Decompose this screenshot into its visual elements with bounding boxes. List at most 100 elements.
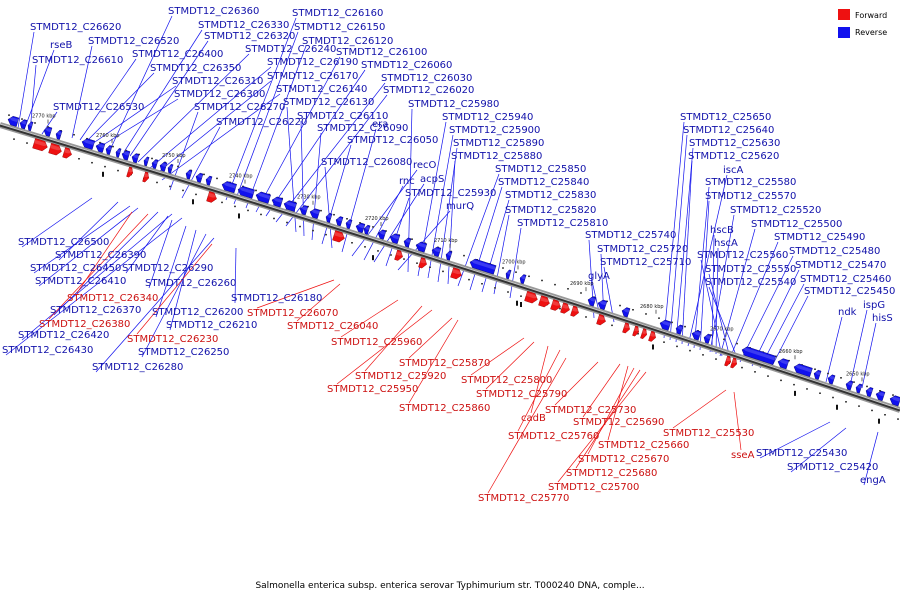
- leader-line: [123, 29, 203, 153]
- gene-label-stmdt12-c25760: STMDT12_C25760: [508, 431, 599, 442]
- minor-dot: [468, 278, 470, 281]
- gene-label-era: era: [372, 119, 388, 130]
- leader-line: [53, 211, 159, 316]
- minor-dot: [866, 385, 868, 388]
- gene-label-rseb: rseB: [50, 40, 72, 51]
- legend-forward-swatch: [838, 9, 850, 20]
- gene-label-stmdt12-c26040: STMDT12_C26040: [287, 321, 378, 332]
- minor-dot: [47, 126, 49, 128]
- reverse-gene-arrow: [621, 307, 631, 318]
- leader-line: [255, 56, 341, 213]
- leader-line: [364, 305, 423, 372]
- minor-dot: [754, 371, 756, 373]
- leader-line: [385, 197, 410, 267]
- forward-gene-arrow: [32, 138, 48, 152]
- leader-line: [38, 207, 139, 287]
- gene-label-stmdt12-c25880: STMDT12_C25880: [451, 151, 542, 162]
- gene-label-stmdt12-c25530: STMDT12_C25530: [663, 428, 754, 439]
- forward-gene-arrow: [524, 290, 538, 304]
- leader-line: [169, 229, 197, 331]
- minor-dot: [702, 354, 704, 356]
- reverse-gene-arrow: [283, 200, 298, 212]
- leader-line: [85, 72, 155, 143]
- small-feature: [794, 390, 796, 396]
- forward-gene-arrow: [560, 302, 571, 314]
- gene-label-stmdt12-c25460: STMDT12_C25460: [800, 274, 891, 285]
- leader-line: [769, 295, 809, 371]
- leader-line: [340, 299, 399, 338]
- minor-dot: [520, 295, 522, 297]
- gene-label-stmdt12-c26530: STMDT12_C26530: [53, 102, 144, 113]
- minor-dot: [117, 169, 119, 172]
- axis-ticks: 2770 kbp 2760 kbp 2750 kbp 2740 kbp 2730 kbp…: [32, 113, 870, 382]
- minor-dot: [632, 308, 634, 311]
- gene-label-stmdt12-c25890: STMDT12_C25890: [453, 138, 544, 149]
- gene-label-stmdt12-c26140: STMDT12_C26140: [276, 84, 367, 95]
- minor-dot: [515, 271, 517, 273]
- legend-forward-label: Forward: [855, 11, 887, 20]
- leader-line: [751, 269, 800, 367]
- reverse-gene-arrow: [875, 390, 886, 402]
- gene-label-glya: glyA: [588, 271, 610, 282]
- minor-dot: [528, 275, 530, 278]
- axis-tick-label: 2680 kbp: [640, 304, 664, 310]
- reverse-gene-arrow: [105, 145, 113, 156]
- gene-label-stmdt12-c25840: STMDT12_C25840: [498, 177, 589, 188]
- gene-label-murq: murQ: [446, 201, 474, 212]
- minor-dot: [125, 149, 127, 152]
- minor-dot: [585, 316, 587, 318]
- reverse-gene-arrow: [377, 229, 387, 240]
- gene-label-stmdt12-c25640: STMDT12_C25640: [683, 125, 774, 136]
- forward-gene-arrow: [62, 147, 73, 159]
- leader-line: [137, 53, 250, 163]
- leader-line: [790, 427, 847, 473]
- leader-line: [141, 233, 207, 358]
- minor-dot: [892, 394, 894, 396]
- gene-label-stmdt12-c26270: STMDT12_C26270: [194, 102, 285, 113]
- leader-line: [681, 160, 693, 345]
- gene-label-stmdt12-c25480: STMDT12_C25480: [789, 246, 880, 257]
- minor-dot: [195, 193, 197, 196]
- minor-dot: [502, 267, 504, 269]
- leader-line: [582, 363, 621, 418]
- gene-label-stmdt12-c26520: STMDT12_C26520: [88, 36, 179, 47]
- minor-dot: [359, 222, 361, 224]
- gene-label-stmdt12-c26080: STMDT12_C26080: [321, 157, 412, 168]
- gene-label-stmdt12-c26330: STMDT12_C26330: [198, 20, 289, 31]
- minor-dot: [819, 392, 821, 394]
- minor-dot: [247, 209, 249, 212]
- leader-line: [663, 121, 685, 339]
- reverse-gene-arrow: [299, 205, 309, 216]
- minor-dot: [567, 288, 569, 290]
- axis-tick-label: 2650 kbp: [846, 371, 870, 377]
- gene-label-stmdt12-c25720: STMDT12_C25720: [597, 244, 688, 255]
- reverse-gene-arrow: [445, 250, 453, 261]
- gene-label-stmdt12-c25550: STMDT12_C25550: [705, 264, 796, 275]
- leader-line: [234, 247, 237, 304]
- leader-line: [408, 317, 453, 359]
- legend: Forward Reverse: [838, 9, 887, 38]
- gene-label-stmdt12-c26410: STMDT12_C26410: [35, 276, 126, 287]
- forward-gene-arrow: [550, 299, 562, 311]
- leader-line: [33, 205, 131, 274]
- forward-gene-arrow: [632, 325, 640, 337]
- leader-line: [487, 357, 567, 494]
- gene-label-stmdt12-c26340: STMDT12_C26340: [67, 293, 158, 304]
- gene-label-stmdt12-c26220: STMDT12_C26220: [216, 117, 307, 128]
- reverse-gene-arrow: [255, 191, 271, 204]
- leader-line: [29, 64, 37, 133]
- gene-label-stmdt12-c26500: STMDT12_C26500: [18, 237, 109, 248]
- small-feature: [516, 300, 518, 306]
- gene-label-stmdt12-c25500: STMDT12_C25500: [751, 219, 842, 230]
- leader-line: [587, 367, 635, 455]
- gene-label-stmdt12-c25690: STMDT12_C25690: [573, 417, 664, 428]
- gene-label-stmdt12-c25740: STMDT12_C25740: [585, 230, 676, 241]
- gene-label-stmdt12-c26120: STMDT12_C26120: [302, 36, 393, 47]
- leader-line: [91, 85, 177, 145]
- leader-line: [708, 273, 731, 359]
- legend-reverse-label: Reverse: [855, 28, 887, 37]
- gene-label-stmdt12-c26210: STMDT12_C26210: [166, 320, 257, 331]
- gene-label-stmdt12-c26420: STMDT12_C26420: [18, 330, 109, 341]
- small-feature: [520, 302, 522, 308]
- forward-gene-arrow: [648, 330, 657, 342]
